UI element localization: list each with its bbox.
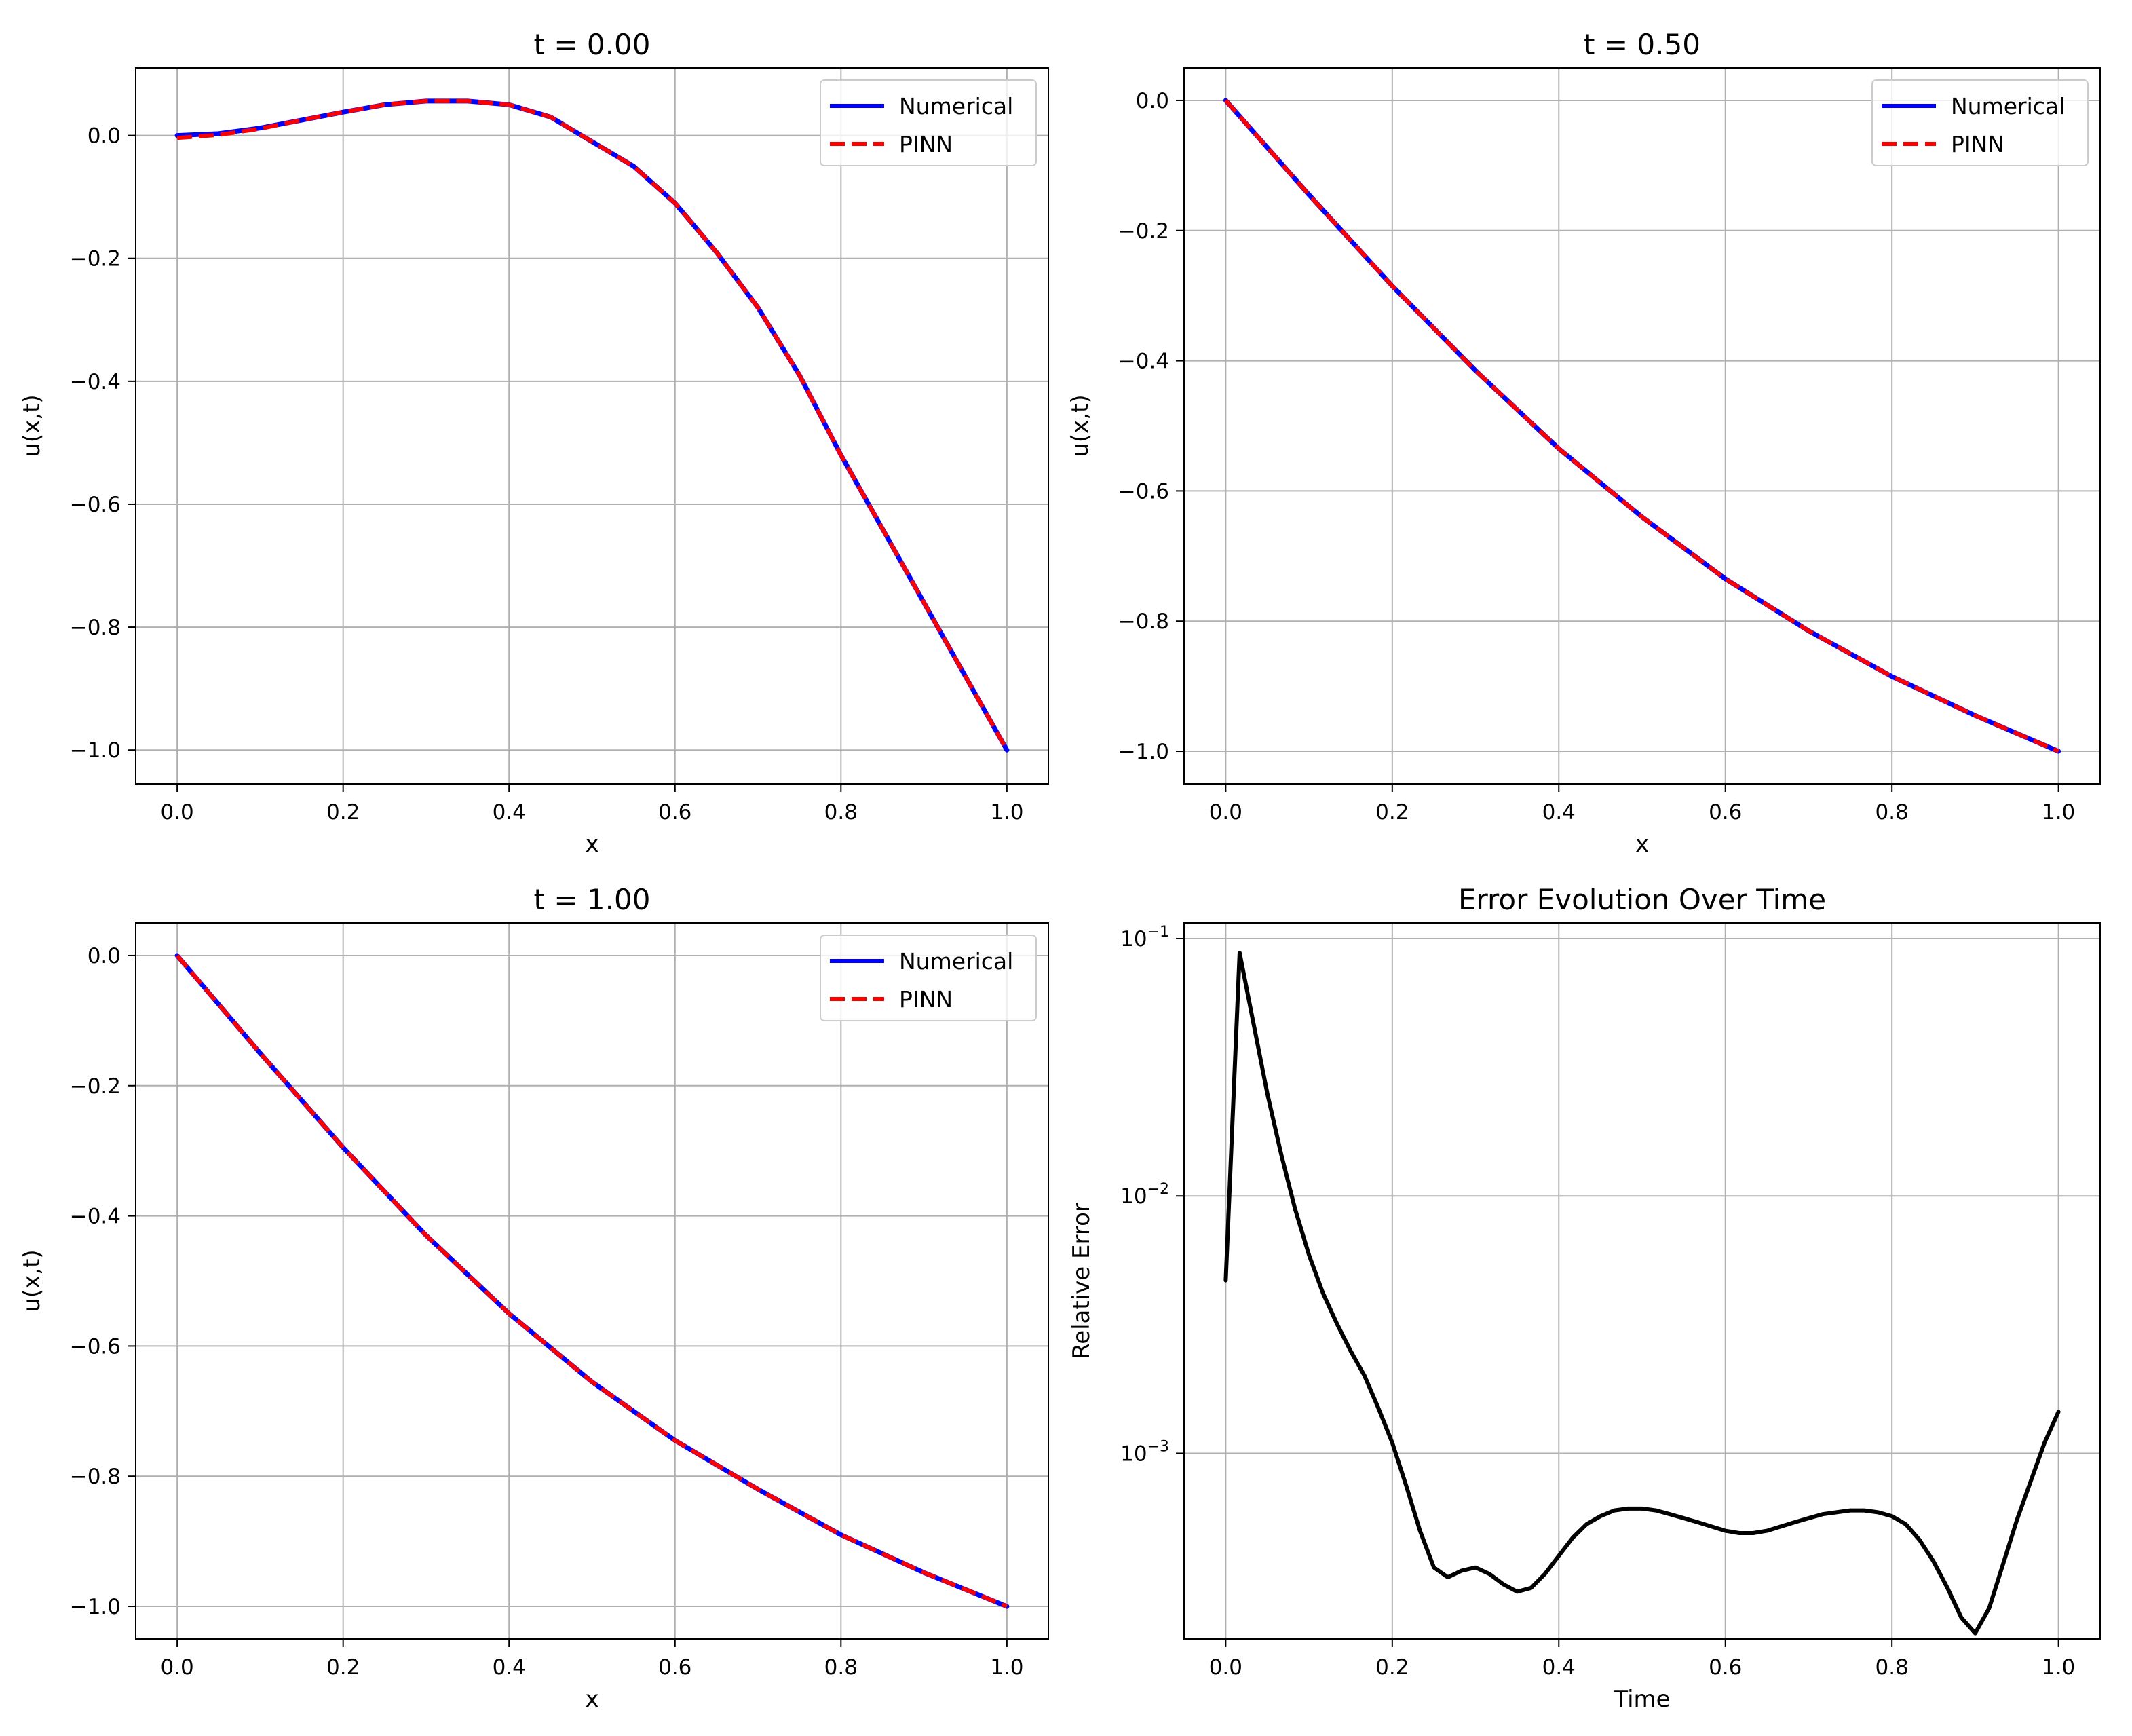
panel-t050-x-axis-label: x [1635,831,1649,858]
panel-t050-x-tick-label: 1.0 [2042,800,2075,825]
panel-error-y-tick-label: 10−1 [1120,924,1169,951]
panel-t050-title: t = 0.50 [1584,28,1700,61]
panel-t100-y-axis-label: u(x,t) [18,1249,45,1312]
panel-error-x-tick-label: 0.8 [1876,1655,1909,1680]
panel-error-axes-frame [1183,922,2101,1640]
panel-error-y-axis-label: Relative Error [1068,1203,1095,1359]
panel-t000-y-axis-label: u(x,t) [18,394,45,457]
panel-t100-y-tick-label: −0.2 [70,1074,121,1099]
panel-t050-y-tick-label: −0.2 [1118,219,1169,244]
panel-t050-y-tick-label: 0.0 [1136,89,1169,113]
panel-t000-x-tick-label: 0.8 [824,800,858,825]
panel-t100-x-tick-label: 0.8 [824,1655,858,1680]
panel-t100-x-axis-label: x [585,1686,598,1713]
panel-error-x-tick-label: 0.6 [1709,1655,1742,1680]
panel-t050-x-tick-label: 0.4 [1542,800,1576,825]
panel-t000-legend-label-pinn: PINN [899,131,953,157]
panel-t100-y-tick-label: −0.6 [70,1334,121,1359]
panel-t050-legend: Numerical PINN [1871,79,2089,166]
panel-t050-y-axis-label: u(x,t) [1067,394,1094,457]
panel-t050-y-tick-label: −0.8 [1118,609,1169,634]
panel-t050: 0.0 0.2 0.4 0.6 0.8 1.0 0.0 −0.2 −0.4 −0.6 −0.8 −1.… [1067,28,2101,858]
panel-error-series-relative-error-line [1223,951,2061,1636]
panel-t050-axes-frame [1183,67,2101,785]
panel-t100-y-tick-label: −1.0 [70,1595,121,1619]
panel-t050-x-tick-label: 0.8 [1876,800,1909,825]
panel-error-x-axis-label: Time [1613,1686,1670,1713]
panel-error-x-tick-label: 0.0 [1209,1655,1242,1680]
panel-error-x-tick-label: 0.2 [1375,1655,1409,1680]
panel-error-title: Error Evolution Over Time [1458,883,1826,916]
panel-t050-x-tick-label: 0.2 [1375,800,1409,825]
panel-t100-x-tick-label: 0.4 [493,1655,526,1680]
panel-error-x-tick-label: 0.4 [1542,1655,1576,1680]
panel-t100-axes-frame [135,922,1049,1640]
panel-t000-y-tick-label: −0.6 [70,493,121,517]
panel-t100: 0.0 0.2 0.4 0.6 0.8 1.0 0.0 −0.2 −0.4 −0.6 −0.8 −1.… [18,883,1049,1713]
panel-t000-y-tick-label: −0.8 [70,616,121,640]
panel-t100-x-tick-label: 0.2 [326,1655,360,1680]
panel-error-y-tick-label: 10−2 [1120,1181,1169,1209]
panel-error: 0.0 0.2 0.4 0.6 0.8 1.0 10−1 10−2 10−3 Error Evol… [1068,883,2101,1713]
panel-t000-x-tick-label: 1.0 [990,800,1023,825]
panel-t100-y-tick-label: −0.4 [70,1205,121,1229]
panel-t050-y-tick-label: −0.4 [1118,350,1169,374]
panel-t100-legend-label-pinn: PINN [899,986,953,1013]
panel-t000-y-tick-label: −1.0 [70,738,121,763]
panel-t000: 0.0 0.2 0.4 0.6 0.8 1.0 0.0 −0.2 −0.4 −0.6 −0.8 −1.… [18,28,1049,858]
panel-t000-y-tick-label: −0.4 [70,370,121,394]
panel-t100-legend: Numerical PINN [820,935,1037,1021]
panel-t000-x-tick-label: 0.6 [658,800,691,825]
panel-t000-title: t = 0.00 [534,28,651,61]
panel-t100-x-tick-label: 0.6 [658,1655,691,1680]
panel-t100-title: t = 1.00 [534,883,651,916]
panel-t000-axes-frame [135,67,1049,785]
panel-error-x-tick-label: 1.0 [2042,1655,2075,1680]
panel-t100-legend-label-numerical: Numerical [899,948,1013,975]
panel-t000-y-tick-label: 0.0 [88,124,121,149]
charts-layer: 0.0 0.2 0.4 0.6 0.8 1.0 0.0 −0.2 −0.4 −0.6 −0.8 −1.… [18,28,2101,1713]
panel-t100-y-tick-label: 0.0 [88,944,121,968]
panel-t000-legend-label-numerical: Numerical [899,93,1013,119]
panel-t100-y-tick-label: −0.8 [70,1465,121,1489]
panel-error-y-tick-label: 10−3 [1120,1438,1169,1466]
panel-t050-legend-label-pinn: PINN [1951,131,2004,157]
panel-t050-y-tick-label: −1.0 [1118,740,1169,764]
panel-t050-x-tick-label: 0.0 [1209,800,1242,825]
panel-t050-series-pinn-line [1224,99,2059,753]
panel-t050-y-tick-label: −0.6 [1118,479,1169,504]
panel-t000-legend: Numerical PINN [820,79,1037,166]
panel-t050-x-tick-label: 0.6 [1709,800,1742,825]
panel-t000-series-pinn-line [176,98,1009,751]
panel-t000-x-tick-label: 0.2 [326,800,360,825]
panel-t050-legend-label-numerical: Numerical [1951,93,2065,119]
panel-t100-x-tick-label: 1.0 [990,1655,1023,1680]
panel-t000-x-tick-label: 0.0 [160,800,193,825]
panel-t100-series-pinn-line [175,954,1008,1608]
panel-t100-x-tick-label: 0.0 [160,1655,193,1680]
panel-t000-x-tick-label: 0.4 [493,800,526,825]
panel-t000-y-tick-label: −0.2 [70,247,121,271]
panel-t000-x-axis-label: x [585,831,598,858]
